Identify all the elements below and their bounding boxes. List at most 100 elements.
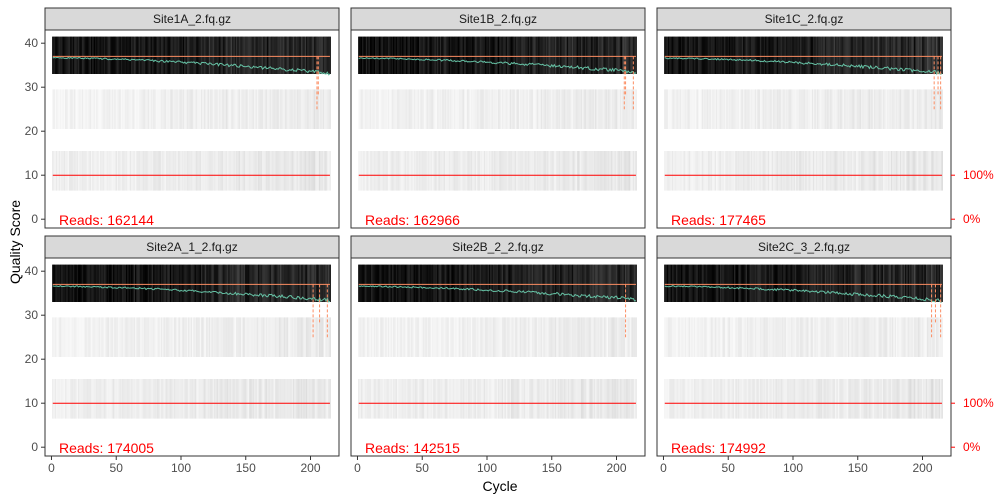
heatmap-tile xyxy=(564,317,566,357)
heatmap-tile xyxy=(875,379,877,419)
heatmap-tile xyxy=(850,379,853,419)
heatmap-tile xyxy=(804,379,806,419)
heatmap-tile xyxy=(800,89,802,129)
heatmap-tile xyxy=(593,36,596,74)
heatmap-tile xyxy=(737,89,740,129)
heatmap-tile xyxy=(669,264,671,302)
heatmap-tile xyxy=(811,264,814,302)
heatmap-tile xyxy=(479,89,482,129)
heatmap-tile xyxy=(154,151,157,191)
heatmap-tile xyxy=(736,36,739,74)
heatmap-tile xyxy=(734,89,736,129)
heatmap-tile xyxy=(474,151,477,191)
heatmap-tile xyxy=(463,151,465,191)
heatmap-tile xyxy=(767,89,770,129)
heatmap-tile xyxy=(539,317,542,357)
heatmap-tile xyxy=(300,89,303,129)
heatmap-tile xyxy=(313,317,316,357)
heatmap-tile xyxy=(626,36,628,74)
heatmap-tile xyxy=(573,379,575,419)
heatmap-tile xyxy=(254,36,256,74)
heatmap-tile xyxy=(477,151,479,191)
heatmap-tile xyxy=(491,317,494,357)
heatmap-tile xyxy=(771,379,774,419)
heatmap-tile xyxy=(763,264,766,302)
heatmap-tile xyxy=(565,151,568,191)
heatmap-tile xyxy=(728,151,731,191)
heatmap-tile xyxy=(577,36,579,74)
heatmap-tile xyxy=(237,317,240,357)
heatmap-tile xyxy=(67,89,70,129)
heatmap-tile xyxy=(317,36,320,74)
heatmap-tile xyxy=(578,36,580,74)
heatmap-tile xyxy=(848,89,850,129)
heatmap-tile xyxy=(276,317,278,357)
heatmap-tile xyxy=(315,317,317,357)
heatmap-tile xyxy=(381,89,384,129)
heatmap-tile xyxy=(435,89,438,129)
heatmap-tile xyxy=(602,89,605,129)
heatmap-tile xyxy=(189,317,192,357)
heatmap-tile xyxy=(415,89,417,129)
heatmap-tile xyxy=(664,379,666,419)
heatmap-tile xyxy=(81,36,84,74)
heatmap-tile xyxy=(697,36,700,74)
heatmap-tile xyxy=(855,36,858,74)
heatmap-tile xyxy=(256,264,259,302)
heatmap-tile xyxy=(916,317,919,357)
heatmap-tile xyxy=(580,317,583,357)
heatmap-tile xyxy=(523,151,526,191)
heatmap-tile xyxy=(378,36,381,74)
heatmap-tile xyxy=(772,264,775,302)
heatmap-tile xyxy=(109,151,111,191)
heatmap-tile xyxy=(312,36,315,74)
heatmap-tile xyxy=(936,151,938,191)
heatmap-tile xyxy=(789,317,792,357)
heatmap-tile xyxy=(741,151,744,191)
heatmap-tile xyxy=(561,317,564,357)
x-tick-label: 0 xyxy=(354,461,361,475)
heatmap-tile xyxy=(499,89,501,129)
heatmap-tile xyxy=(551,36,553,74)
heatmap-tile xyxy=(696,317,699,357)
heatmap-tile xyxy=(859,89,862,129)
heatmap-tile xyxy=(373,379,376,419)
heatmap-tile xyxy=(578,379,580,419)
heatmap-tile xyxy=(157,379,159,419)
heatmap-tile xyxy=(666,151,669,191)
heatmap-tile xyxy=(409,89,412,129)
heatmap-tile xyxy=(358,151,360,191)
heatmap-tile xyxy=(713,36,716,74)
heatmap-tile xyxy=(258,379,260,419)
heatmap-tile xyxy=(691,379,694,419)
heatmap-tile xyxy=(611,89,614,129)
heatmap-tile xyxy=(941,379,943,419)
heatmap-tile xyxy=(226,264,229,302)
heatmap-tile xyxy=(61,317,63,357)
heatmap-tile xyxy=(309,151,312,191)
heatmap-tile xyxy=(390,36,393,74)
heatmap-tile xyxy=(59,264,62,302)
heatmap-tile xyxy=(809,317,811,357)
heatmap-tile xyxy=(409,36,412,74)
heatmap-tile xyxy=(749,89,752,129)
heatmap-tile xyxy=(523,264,526,302)
heatmap-tile xyxy=(721,151,723,191)
heatmap-tile xyxy=(307,89,309,129)
heatmap-tile xyxy=(752,151,754,191)
heatmap-tile xyxy=(248,317,251,357)
heatmap-tile xyxy=(500,264,503,302)
heatmap-tile xyxy=(877,317,880,357)
heatmap-tile xyxy=(846,151,849,191)
heatmap-tile xyxy=(521,89,524,129)
heatmap-tile xyxy=(402,317,404,357)
heatmap-tile xyxy=(433,151,435,191)
heatmap-tile xyxy=(57,151,59,191)
heatmap-tile xyxy=(316,264,319,302)
heatmap-tile xyxy=(679,379,682,419)
heatmap-tile xyxy=(239,317,242,357)
heatmap-tile xyxy=(870,264,872,302)
heatmap-tile xyxy=(514,36,517,74)
heatmap-tile xyxy=(609,264,612,302)
heatmap-tile xyxy=(789,36,792,74)
